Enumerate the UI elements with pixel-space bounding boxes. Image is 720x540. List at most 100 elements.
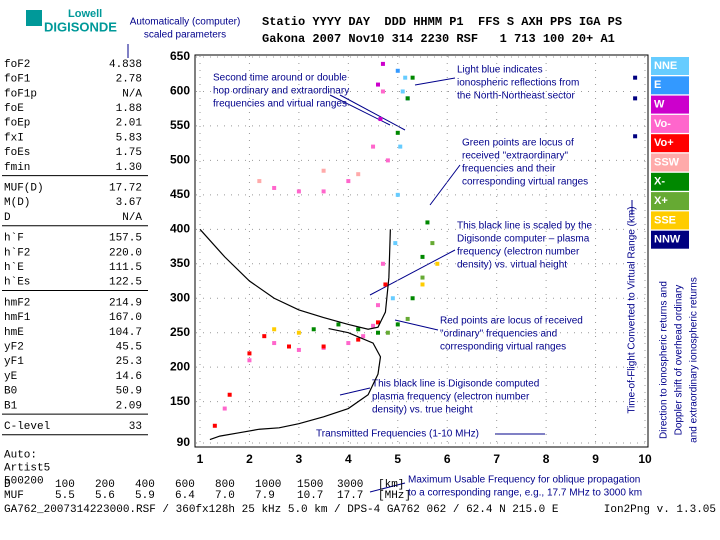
annotation: "ordinary" frequencies and (440, 329, 557, 340)
point (272, 185, 277, 190)
param-name: D (4, 212, 11, 224)
point (395, 68, 400, 73)
annotation: Green points are locus of (462, 138, 574, 149)
point (380, 61, 385, 66)
muf-cell: 400 (135, 479, 155, 491)
y-tick-label: 600 (170, 84, 190, 98)
param-value: 122.5 (109, 277, 142, 289)
arrows (127, 44, 680, 493)
param-value: 167.0 (109, 312, 142, 324)
param-value: 1.30 (116, 162, 142, 174)
point (403, 75, 408, 80)
param-value: 50.9 (116, 386, 142, 398)
header-line: Gakona 2007 Nov10 314 2230 RSF 1 713 100… (262, 32, 615, 46)
param-name: fmin (4, 162, 30, 174)
y-tick-label: 400 (170, 221, 190, 235)
param-value: 17.72 (109, 183, 142, 195)
point (287, 344, 291, 349)
annotation: density) vs. virtual height (457, 260, 567, 271)
point (227, 392, 232, 397)
legend-label: Vo+ (654, 137, 674, 149)
point (385, 330, 390, 335)
arrow (369, 249, 456, 296)
y-tick-label: 650 (170, 49, 190, 63)
plot-frame (194, 54, 649, 448)
y-tick-label: 350 (170, 256, 190, 270)
legend-label: SSE (654, 214, 676, 226)
auto-text: Artist5 (4, 463, 50, 475)
param-name: B1 (4, 400, 18, 412)
annotation: Digisonde computer – plasma (457, 234, 590, 245)
param-name: foEs (4, 147, 30, 159)
param-value: 1.88 (116, 103, 142, 115)
point (257, 179, 262, 184)
annotation: Second time around or double (213, 73, 347, 84)
muf-cell: 3000 (337, 479, 363, 491)
muf-cell: 600 (175, 479, 195, 491)
legend-label: NNW (654, 234, 681, 246)
annotation: This black line is scaled by the (457, 221, 593, 232)
auto-text: Auto: (4, 450, 37, 462)
footer: Ion2Png v. 1.3.05 (604, 504, 716, 516)
point (410, 296, 415, 301)
point (395, 130, 400, 135)
point (371, 144, 376, 149)
point (420, 275, 425, 280)
x-tick-label: 1 (197, 452, 204, 466)
y-tick-label: 250 (170, 325, 190, 339)
param-value: 3.67 (116, 197, 142, 209)
param-name: h`F2 (4, 246, 30, 259)
legend-swatch (651, 134, 689, 153)
annotation: Light blue indicates (457, 65, 543, 76)
point (405, 96, 410, 101)
point (430, 241, 435, 246)
caption: scaled parameters (144, 30, 226, 41)
point (376, 303, 380, 308)
point (376, 320, 380, 325)
param-value: 4.838 (109, 59, 142, 71)
legend-label: X- (654, 176, 665, 188)
param-name: yE (4, 371, 18, 383)
muf-cell: 5.5 (55, 490, 75, 502)
annotation: to a corresponding range, e.g., 17.7 MHz… (408, 488, 642, 499)
param-name: h`F (4, 232, 24, 245)
annotation: frequencies and their (462, 164, 556, 175)
header-line: Statio YYYY DAY DDD HHMM P1 FFS S AXH PP… (262, 15, 622, 29)
point (346, 341, 351, 346)
legend-swatch (651, 153, 689, 172)
point (395, 192, 400, 197)
point (398, 144, 403, 149)
annotation: corresponding virtual ranges (462, 177, 588, 188)
point (356, 327, 361, 332)
point (385, 158, 390, 163)
point (380, 89, 385, 94)
param-value: 104.7 (109, 327, 142, 339)
y-tick-label: 500 (170, 153, 190, 167)
side-label: Direction to ionospheric returns and (659, 281, 670, 439)
side-label: Time-of-Flight Converted to Virtual Rang… (627, 206, 638, 413)
param-name: yF2 (4, 342, 24, 354)
legend-swatch (651, 95, 689, 114)
annotation: frequency (electron number (457, 247, 580, 258)
param-name: fxI (4, 132, 24, 144)
legend-swatch (651, 230, 689, 249)
point (380, 261, 385, 266)
param-name: foE (4, 103, 24, 115)
x-tick-label: 6 (444, 452, 451, 466)
point (346, 179, 351, 184)
logo-mark (26, 10, 42, 26)
point (400, 89, 405, 94)
arrow (339, 387, 371, 396)
point (435, 261, 440, 266)
x-tick-label: 4 (345, 452, 352, 466)
legend-swatch (651, 76, 689, 95)
legend-label: X+ (654, 195, 668, 207)
x-tick-label: 2 (246, 452, 253, 466)
param-value: 25.3 (116, 356, 142, 368)
x-tick-label: 5 (394, 452, 401, 466)
arrow (429, 164, 461, 206)
param-name: foEp (4, 118, 30, 130)
param-name: foF1p (4, 88, 37, 100)
